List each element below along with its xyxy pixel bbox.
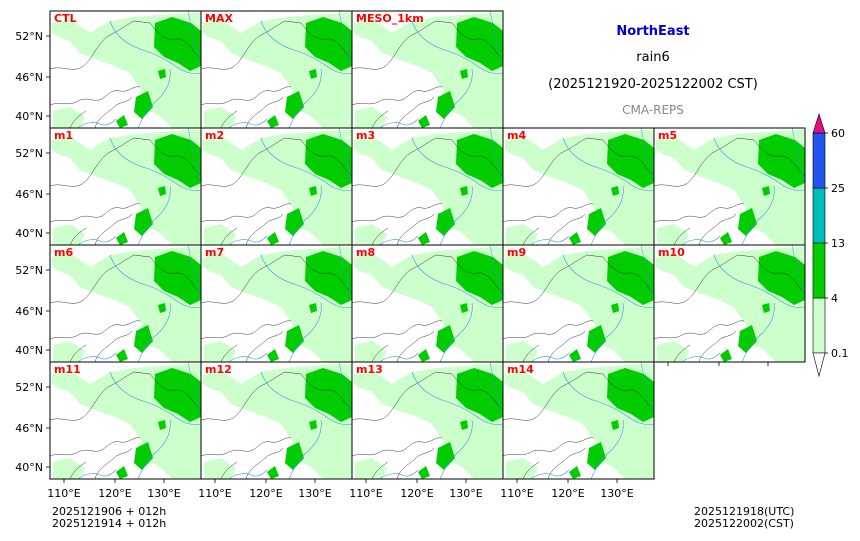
panel-label: m14 xyxy=(507,363,534,376)
lon-tick-label: 130°E xyxy=(298,487,331,500)
lat-tick-label: 52°N xyxy=(15,147,43,160)
lat-tick-label: 46°N xyxy=(15,71,43,84)
colorbar-level-label: 25 xyxy=(831,182,845,195)
panel-label: m1 xyxy=(54,129,73,142)
variable-label: rain6 xyxy=(636,50,670,65)
lat-tick-label: 40°N xyxy=(15,227,43,240)
panel-grid: CTL 52°N 46°N 40°N MAX MESO_1km m1 52°N 46°N 40°N… xyxy=(15,10,806,500)
colorbar-min-arrow xyxy=(812,352,826,378)
valid-time-cst: 2025122002(CST) xyxy=(694,517,794,530)
lon-tick-label: 110°E xyxy=(198,487,231,500)
map-panel-m5: m5 xyxy=(653,127,806,246)
map-panel-m13: m13 110°E 120°E 130°E xyxy=(349,361,504,500)
panel-label: m3 xyxy=(356,129,375,142)
lon-tick-label: 120°E xyxy=(249,487,282,500)
map-panel-m6: m6 52°N 46°N 40°N xyxy=(15,244,202,363)
lat-tick-label: 46°N xyxy=(15,188,43,201)
lat-tick-label: 52°N xyxy=(15,381,43,394)
lat-tick-label: 46°N xyxy=(15,305,43,318)
lat-tick-label: 52°N xyxy=(15,264,43,277)
lat-tick-label: 46°N xyxy=(15,422,43,435)
panel-label: m9 xyxy=(507,246,526,259)
panel-label: m13 xyxy=(356,363,383,376)
colorbar-level-label: 0.1 xyxy=(831,347,849,360)
period-label: (2025121920-2025122002 CST) xyxy=(548,77,758,92)
panel-label: CTL xyxy=(54,12,77,25)
lon-tick-label: 120°E xyxy=(400,487,433,500)
map-panel-m12: m12 110°E 120°E 130°E xyxy=(198,361,353,500)
map-panel-MESO_1km: MESO_1km xyxy=(351,10,504,129)
lon-tick-label: 120°E xyxy=(551,487,584,500)
map-panel-m9: m9 xyxy=(502,244,655,363)
map-panel-CTL: CTL 52°N 46°N 40°N xyxy=(15,10,202,129)
map-panel-MAX: MAX xyxy=(200,10,353,129)
source-label: CMA-REPS xyxy=(622,103,684,117)
init-time-2: 2025121914 + 012h xyxy=(52,517,167,530)
colorbar-level-label: 4 xyxy=(831,292,838,305)
panel-label: m8 xyxy=(356,246,375,259)
lon-tick-label: 120°E xyxy=(98,487,131,500)
init-time-1: 2025121906 + 012h xyxy=(52,505,167,518)
panel-label: MESO_1km xyxy=(356,12,424,25)
lon-tick-label: 130°E xyxy=(600,487,633,500)
colorbar-segment xyxy=(812,132,826,189)
lon-tick-label: 110°E xyxy=(47,487,80,500)
panel-label: m10 xyxy=(658,246,685,259)
map-panel-m11: m11 52°N 46°N 40°N 110°E 120°E 130°E xyxy=(15,361,202,500)
panel-label: m2 xyxy=(205,129,224,142)
panel-label: MAX xyxy=(205,12,233,25)
map-panel-m14: m14 110°E 120°E 130°E xyxy=(500,361,655,500)
colorbar-segment xyxy=(812,297,826,354)
panel-label: m11 xyxy=(54,363,81,376)
panel-label: m6 xyxy=(54,246,73,259)
panel-label: m7 xyxy=(205,246,224,259)
colorbar-max-arrow xyxy=(812,113,826,134)
panel-label: m5 xyxy=(658,129,677,142)
lat-tick-label: 40°N xyxy=(15,461,43,474)
lon-tick-label: 130°E xyxy=(449,487,482,500)
colorbar-segment xyxy=(812,242,826,299)
colorbar-level-label: 60 xyxy=(831,127,845,140)
lon-tick-label: 110°E xyxy=(500,487,533,500)
lon-tick-label: 110°E xyxy=(349,487,382,500)
colorbar-level-label: 13 xyxy=(831,237,845,250)
map-panel-m3: m3 xyxy=(351,127,504,246)
panel-label: m4 xyxy=(507,129,526,142)
map-panel-m10: m10 xyxy=(653,244,806,366)
lon-tick-label: 130°E xyxy=(147,487,180,500)
map-panel-m8: m8 xyxy=(351,244,504,363)
lat-tick-label: 40°N xyxy=(15,344,43,357)
region-title: NorthEast xyxy=(616,24,690,39)
map-panel-m4: m4 xyxy=(502,127,655,246)
panel-label: m12 xyxy=(205,363,232,376)
lat-tick-label: 52°N xyxy=(15,30,43,43)
lat-tick-label: 40°N xyxy=(15,110,43,123)
map-panel-m2: m2 xyxy=(200,127,353,246)
valid-time-utc: 2025121918(UTC) xyxy=(694,505,795,518)
map-panel-m7: m7 xyxy=(200,244,353,363)
colorbar: 0.1 4 13 25 60 xyxy=(812,113,849,378)
colorbar-segment xyxy=(812,187,826,244)
map-panel-m1: m1 52°N 46°N 40°N xyxy=(15,127,202,246)
